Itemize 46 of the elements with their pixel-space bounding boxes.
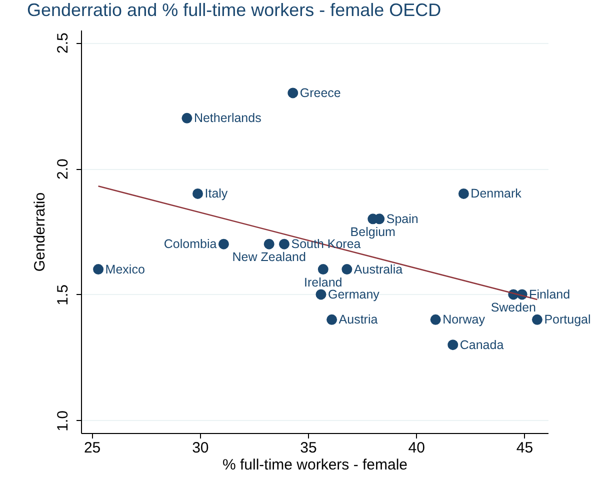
- x-tick-label: 40: [408, 440, 425, 456]
- annotation: Austria: [338, 312, 378, 327]
- annotation: Finland: [529, 287, 570, 302]
- x-tick-label: 30: [192, 440, 209, 456]
- point: [448, 340, 458, 350]
- annotation: Australia: [354, 262, 403, 276]
- point: [93, 264, 104, 275]
- point: [182, 112, 192, 124]
- point: [288, 88, 298, 98]
- annotation: Ireland: [304, 275, 342, 290]
- annotation: South Korea: [291, 237, 361, 252]
- point: [532, 314, 542, 325]
- point: [318, 264, 328, 275]
- point: [278, 238, 290, 250]
- x-tick-label: 45: [516, 440, 534, 456]
- x-tick-label: 25: [84, 440, 101, 456]
- annotation: Netherlands: [194, 111, 262, 126]
- y-tick-label: 2.5: [54, 32, 72, 54]
- point: [326, 314, 338, 325]
- annotation: Sweden: [490, 300, 536, 314]
- annotation: Mexico: [105, 262, 145, 276]
- chart-title: Genderratio and % full-time workers - female OECD: [27, 0, 442, 20]
- point: [458, 188, 469, 199]
- point: [264, 238, 274, 250]
- point: [192, 188, 203, 199]
- point: [430, 314, 441, 325]
- annotation: Greece: [300, 86, 341, 100]
- y-tick-label: 1.0: [54, 410, 72, 432]
- point: [342, 264, 352, 275]
- point: [218, 238, 229, 250]
- point: [316, 289, 326, 300]
- annotation: New Zealand: [232, 250, 306, 264]
- annotation: Colombia: [164, 237, 217, 252]
- y-axis-title: Genderratio: [32, 192, 48, 272]
- x-tick-label: 35: [300, 440, 317, 456]
- y-tick-label: 1.5: [54, 284, 72, 306]
- annotation: Canada: [460, 338, 504, 352]
- y-tick-label: 2.0: [54, 158, 72, 180]
- annotation: Germany: [328, 287, 380, 302]
- annotation: Belgium: [350, 224, 396, 239]
- annotation: Norway: [442, 312, 486, 327]
- annotation: Portugal: [544, 312, 591, 327]
- x-axis-title: % full-time workers - female: [222, 456, 408, 474]
- annotation: Denmark: [470, 186, 522, 201]
- annotation: Italy: [204, 186, 228, 201]
- annotation: Spain: [386, 212, 418, 226]
